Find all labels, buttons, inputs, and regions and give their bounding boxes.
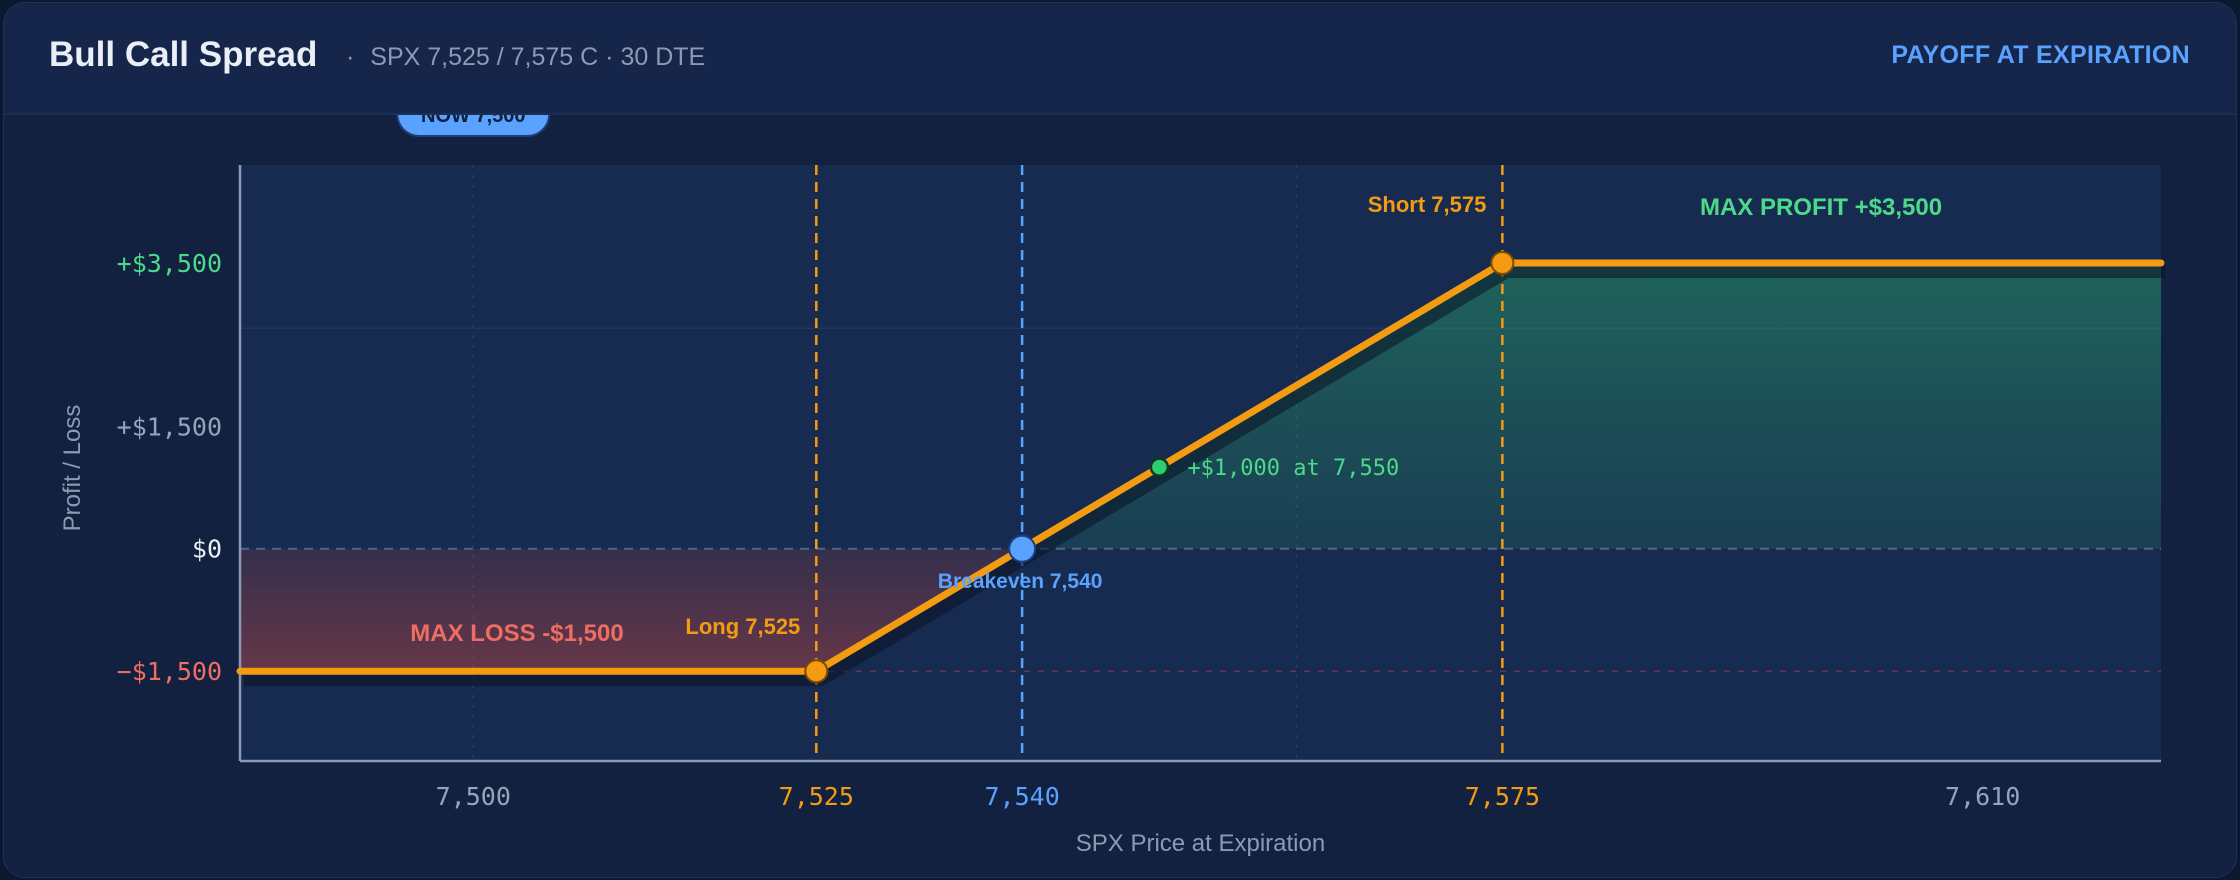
annotation-label: +$1,000 at 7,550 bbox=[1187, 456, 1399, 481]
strike-label-long: Long 7,525 bbox=[685, 614, 800, 639]
y-tick-label: −$1,500 bbox=[117, 657, 222, 686]
current-price-pill bbox=[396, 115, 551, 137]
subtitle-separator: · bbox=[346, 43, 355, 71]
payoff-mode-button[interactable]: PAYOFF AT EXPIRATION bbox=[1891, 41, 2190, 69]
instrument-label: SPX 7,525 / 7,575 C bbox=[370, 43, 599, 71]
max-loss-label: MAX LOSS -$1,500 bbox=[410, 620, 623, 647]
dte-label: 30 DTE bbox=[620, 43, 706, 71]
x-tick-label: 7,500 bbox=[436, 782, 511, 811]
strike-marker bbox=[804, 659, 829, 684]
max-profit-label: MAX PROFIT +$3,500 bbox=[1700, 194, 1942, 221]
x-tick-label: 7,610 bbox=[1945, 782, 2020, 811]
strike-marker bbox=[1490, 250, 1515, 275]
annotation-marker bbox=[1149, 457, 1170, 477]
current-price-label: NOW 7,500 bbox=[421, 115, 525, 127]
strike-label-short: Short 7,575 bbox=[1368, 192, 1487, 217]
card-header: Bull Call Spread · SPX 7,525 / 7,575 C ·… bbox=[4, 3, 2236, 115]
breakeven-marker bbox=[1008, 534, 1037, 563]
breakeven-label: Breakeven 7,540 bbox=[938, 570, 1103, 593]
x-tick-label: 7,540 bbox=[984, 782, 1059, 811]
payoff-chart: +$3,500 +$1,500 $0 −$1,500 7,500 7,525 7,540 7,… bbox=[4, 115, 2236, 877]
dte-separator: · bbox=[605, 43, 614, 71]
y-tick-label: +$3,500 bbox=[117, 249, 222, 278]
strategy-title: Bull Call Spread bbox=[49, 35, 318, 74]
y-tick-label: +$1,500 bbox=[117, 412, 222, 441]
x-axis-title: SPX Price at Expiration bbox=[1076, 830, 1325, 857]
strategy-card: Bull Call Spread · SPX 7,525 / 7,575 C ·… bbox=[3, 2, 2237, 878]
strategy-subtitle: · SPX 7,525 / 7,575 C · 30 DTE bbox=[346, 43, 705, 72]
y-tick-label: $0 bbox=[192, 535, 222, 564]
profit-region bbox=[1022, 262, 2162, 549]
y-axis-title: Profit / Loss bbox=[59, 405, 86, 532]
x-tick-label: 7,525 bbox=[779, 782, 854, 811]
payoff-chart-svg: +$3,500 +$1,500 $0 −$1,500 7,500 7,525 7,540 7,… bbox=[59, 115, 2165, 857]
loss-region bbox=[240, 548, 1023, 672]
x-tick-label: 7,575 bbox=[1465, 782, 1540, 811]
